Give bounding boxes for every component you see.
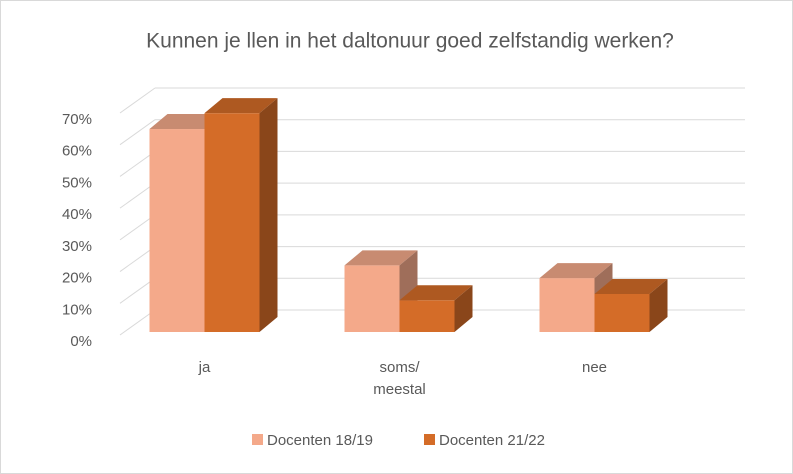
bar-side bbox=[259, 98, 278, 333]
y-tick-label: 40% bbox=[62, 206, 92, 223]
bar bbox=[539, 278, 595, 332]
x-tick-label: ja bbox=[198, 359, 211, 376]
y-tick-label: 10% bbox=[62, 301, 92, 318]
bar bbox=[204, 113, 260, 333]
grid-line-side bbox=[119, 246, 156, 272]
grid-line-side bbox=[119, 277, 156, 304]
legend-swatch bbox=[424, 434, 435, 445]
bar-side bbox=[454, 285, 473, 332]
legend-label: Docenten 18/19 bbox=[267, 432, 373, 449]
legend-label: Docenten 21/22 bbox=[439, 432, 545, 449]
y-tick-label: 30% bbox=[62, 238, 92, 255]
legend-swatch bbox=[252, 434, 263, 445]
grid-line-side bbox=[119, 182, 156, 209]
chart-title: Kunnen je llen in het daltonuur goed zel… bbox=[146, 30, 674, 53]
bar-top bbox=[594, 278, 668, 294]
bar bbox=[344, 265, 400, 332]
y-tick-label: 70% bbox=[62, 111, 92, 128]
bar-top bbox=[149, 114, 223, 130]
bar bbox=[594, 293, 650, 332]
grid-line-side bbox=[119, 214, 156, 241]
bar-top bbox=[399, 285, 473, 301]
bar bbox=[399, 300, 455, 332]
y-tick-label: 20% bbox=[62, 270, 92, 287]
y-tick-label: 60% bbox=[62, 143, 92, 160]
grid-line-side bbox=[119, 119, 156, 146]
grid-line-side bbox=[119, 151, 156, 177]
grid-line-side bbox=[119, 309, 156, 336]
y-tick-label: 50% bbox=[62, 174, 92, 191]
grid-line-side bbox=[119, 87, 156, 114]
x-tick-label: nee bbox=[581, 359, 608, 376]
bar-top bbox=[344, 250, 418, 266]
bar-top bbox=[204, 98, 278, 114]
bar-top bbox=[539, 263, 613, 279]
bar-side bbox=[649, 278, 668, 332]
x-tick-label: soms/ meestal bbox=[373, 359, 426, 398]
y-tick-label: 0% bbox=[70, 333, 92, 350]
bar bbox=[149, 129, 205, 332]
